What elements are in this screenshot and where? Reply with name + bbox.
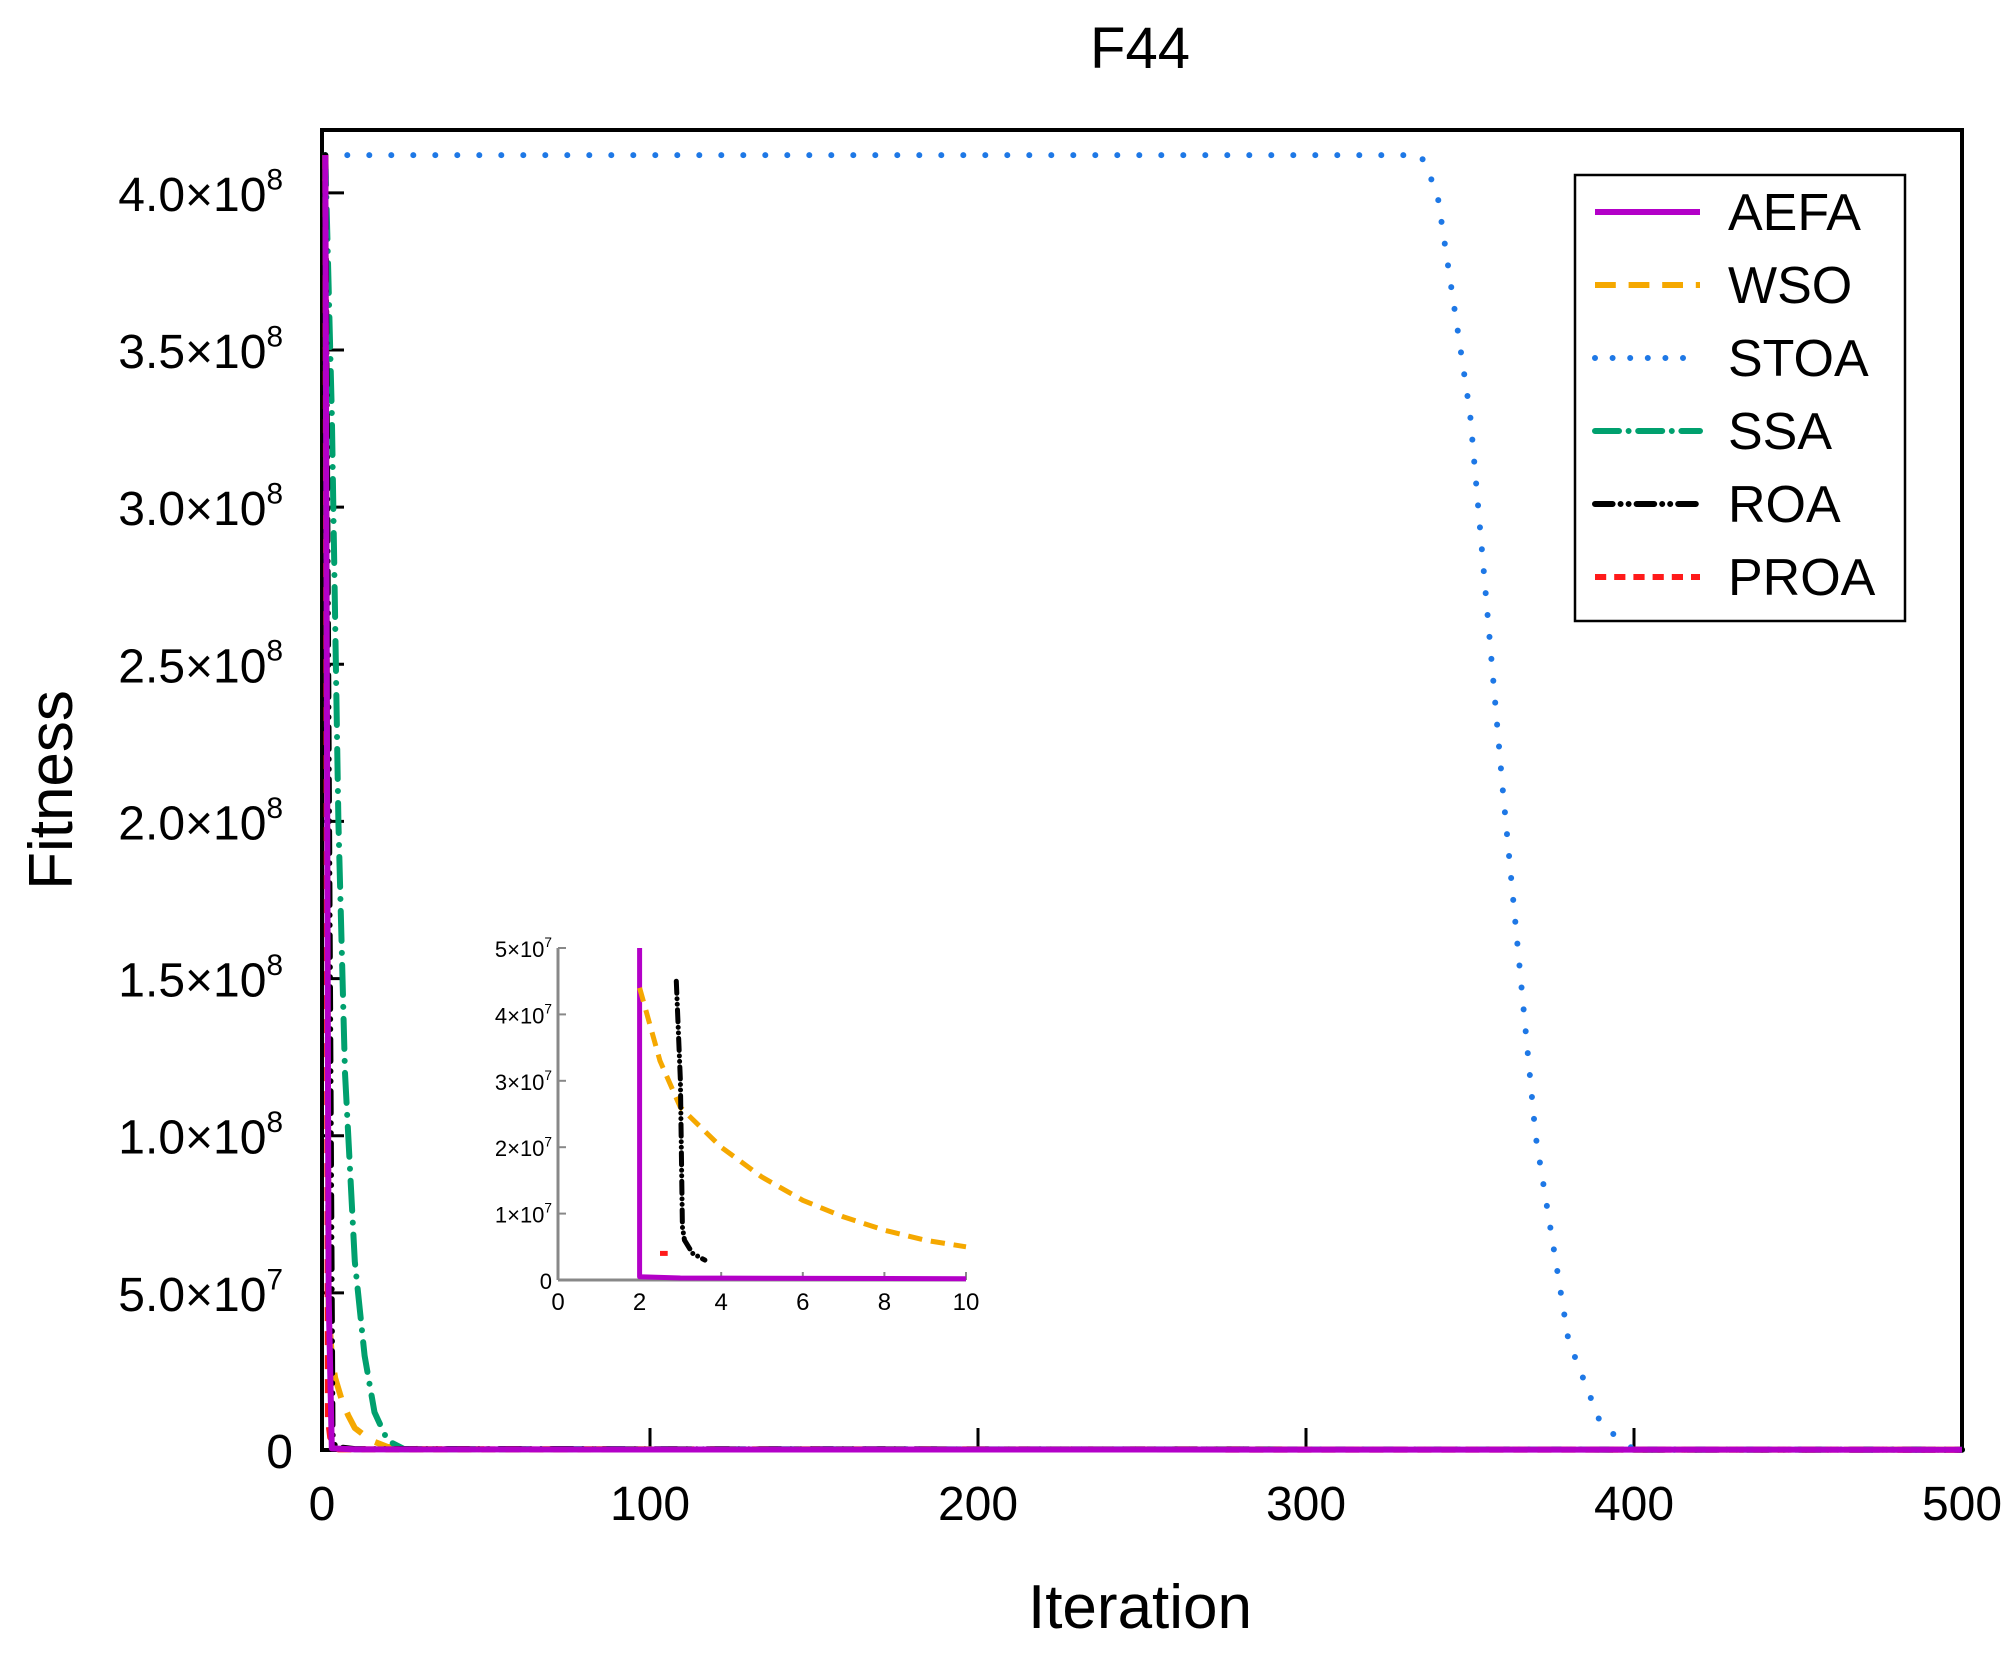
legend-label: SSA: [1728, 403, 1832, 461]
x-tick-label: 200: [938, 1478, 1018, 1531]
x-tick-label: 300: [1266, 1478, 1346, 1531]
x-tick-label: 400: [1594, 1478, 1674, 1531]
y-axis-label: Fitness: [17, 690, 86, 890]
inset-y-tick-label: 3×107: [495, 1068, 552, 1095]
legend: AEFA WSO STOA SSA ROA PROA: [1573, 173, 1907, 623]
inset-x-tick-label: 6: [796, 1289, 809, 1316]
inset-series-line: [673, 978, 708, 1263]
inset-background: [470, 935, 1010, 1315]
inset-series-lines: [637, 948, 967, 1282]
inset-chart: 0 2 4 6 8 10 0 1×107 2×107 3×107 4×107 5×107: [470, 935, 1010, 1316]
legend-item-proa: PROA: [1595, 549, 1876, 607]
legend-item-wso: WSO: [1595, 257, 1852, 315]
y-tick-label: 1.5×108: [118, 949, 283, 1008]
inset-x-tick-label: 2: [633, 1289, 646, 1316]
y-axis: 0 5.0×107 1.0×108 1.5×108 2.0×108 2.5×108 3.0×…: [118, 163, 344, 1479]
inset-x-tick-label: 10: [953, 1289, 980, 1316]
y-tick-label: 3.0×108: [118, 478, 283, 537]
inset-y-tick-label: 1×107: [495, 1201, 552, 1228]
inset-y-tick-label: 4×107: [495, 1002, 552, 1029]
legend-item-roa: ROA: [1592, 476, 1841, 534]
y-tick-label: 1.0×108: [118, 1106, 283, 1165]
y-tick-label: 3.5×108: [118, 320, 283, 379]
inset-ticks: 0 2 4 6 8 10 0 1×107 2×107 3×107 4×107 5×107: [495, 935, 979, 1316]
y-tick-label: 2.5×108: [118, 635, 283, 694]
x-axis-label: Iteration: [1028, 1573, 1252, 1642]
series-lines: [322, 152, 1965, 1453]
y-tick-label: 2.0×108: [118, 792, 283, 851]
legend-item-aefa: AEFA: [1595, 184, 1861, 242]
y-tick-label: 5.0×107: [118, 1263, 283, 1322]
legend-box: [1573, 173, 1907, 623]
series-line-aefa: [322, 155, 1963, 1453]
inset-x-tick-label: 8: [878, 1289, 891, 1316]
y-tick-label: 0: [266, 1426, 293, 1479]
x-tick-label: 100: [610, 1478, 690, 1531]
inset-y-tick-label: 5×107: [495, 935, 552, 962]
inset-series-line: [637, 987, 967, 1250]
legend-item-stoa: STOA: [1592, 330, 1869, 388]
inset-y-tick-label: 0: [540, 1269, 552, 1294]
legend-label: WSO: [1728, 257, 1852, 315]
x-axis: 0 100 200 300 400 500: [309, 1428, 2002, 1531]
legend-label: PROA: [1728, 549, 1876, 607]
legend-label: ROA: [1728, 476, 1841, 534]
legend-label: AEFA: [1728, 184, 1861, 242]
legend-label: STOA: [1728, 330, 1869, 388]
legend-item-ssa: SSA: [1592, 403, 1832, 461]
x-tick-label: 500: [1922, 1478, 2002, 1531]
series-line-ssa: [322, 152, 1965, 1453]
chart-title: F44: [1090, 16, 1190, 81]
y-tick-label: 4.0×108: [118, 163, 283, 222]
inset-y-tick-label: 2×107: [495, 1134, 552, 1161]
inset-x-tick-label: 4: [715, 1289, 728, 1316]
inset-series-line: [637, 948, 967, 1282]
inset-x-tick-label: 0: [551, 1289, 564, 1316]
x-tick-label: 0: [309, 1478, 336, 1531]
